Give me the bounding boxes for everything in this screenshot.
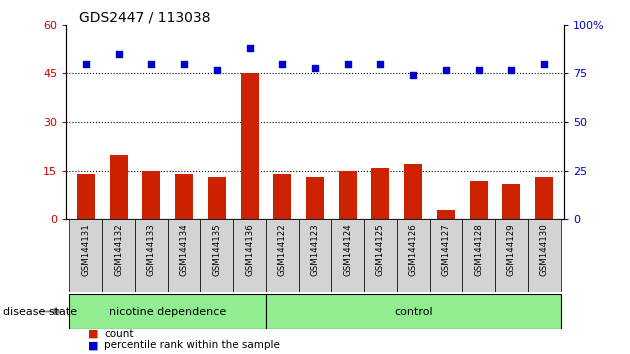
Bar: [200, 219, 233, 292]
Text: ■: ■: [88, 341, 99, 350]
Bar: [168, 219, 200, 292]
Point: [81, 61, 91, 67]
Bar: [397, 219, 430, 292]
Bar: [528, 219, 561, 292]
Text: GSM144123: GSM144123: [311, 223, 319, 276]
Point: [474, 67, 484, 72]
Text: GSM144125: GSM144125: [376, 223, 385, 276]
Bar: [404, 164, 422, 219]
Text: ■: ■: [88, 329, 99, 339]
Bar: [364, 219, 397, 292]
Text: count: count: [104, 329, 134, 339]
Bar: [241, 73, 258, 219]
Point: [408, 73, 418, 78]
Text: GSM144133: GSM144133: [147, 223, 156, 276]
Text: control: control: [394, 307, 433, 316]
Bar: [331, 219, 364, 292]
Text: nicotine dependence: nicotine dependence: [109, 307, 226, 316]
Point: [179, 61, 189, 67]
Bar: [208, 177, 226, 219]
Point: [212, 67, 222, 72]
Bar: [339, 171, 357, 219]
Bar: [135, 219, 168, 292]
Bar: [462, 219, 495, 292]
Bar: [437, 210, 455, 219]
Bar: [266, 294, 561, 329]
Text: GSM144126: GSM144126: [409, 223, 418, 276]
Bar: [273, 174, 291, 219]
Bar: [69, 294, 266, 329]
Point: [539, 61, 549, 67]
Bar: [77, 174, 94, 219]
Text: GSM144136: GSM144136: [245, 223, 254, 276]
Bar: [69, 219, 102, 292]
Bar: [536, 177, 553, 219]
Bar: [102, 219, 135, 292]
Bar: [110, 155, 127, 219]
Text: GSM144135: GSM144135: [212, 223, 221, 276]
Text: GSM144134: GSM144134: [180, 223, 188, 276]
Text: disease state: disease state: [3, 307, 77, 316]
Point: [375, 61, 386, 67]
Bar: [266, 219, 299, 292]
Text: GSM144129: GSM144129: [507, 223, 516, 276]
Text: GSM144132: GSM144132: [114, 223, 123, 276]
Text: GSM144128: GSM144128: [474, 223, 483, 276]
Bar: [372, 167, 389, 219]
Point: [244, 45, 255, 51]
Text: GSM144124: GSM144124: [343, 223, 352, 276]
Point: [310, 65, 320, 70]
Bar: [503, 184, 520, 219]
Bar: [470, 181, 488, 219]
Text: GSM144130: GSM144130: [540, 223, 549, 276]
Point: [277, 61, 287, 67]
Bar: [175, 174, 193, 219]
Bar: [142, 171, 160, 219]
Bar: [233, 219, 266, 292]
Bar: [430, 219, 462, 292]
Point: [441, 67, 451, 72]
Bar: [299, 219, 331, 292]
Point: [507, 67, 517, 72]
Point: [343, 61, 353, 67]
Text: GSM144131: GSM144131: [81, 223, 90, 276]
Text: GDS2447 / 113038: GDS2447 / 113038: [79, 11, 210, 25]
Bar: [495, 219, 528, 292]
Point: [113, 51, 123, 57]
Point: [146, 61, 156, 67]
Text: GSM144122: GSM144122: [278, 223, 287, 276]
Bar: [306, 177, 324, 219]
Text: percentile rank within the sample: percentile rank within the sample: [104, 341, 280, 350]
Text: GSM144127: GSM144127: [442, 223, 450, 276]
